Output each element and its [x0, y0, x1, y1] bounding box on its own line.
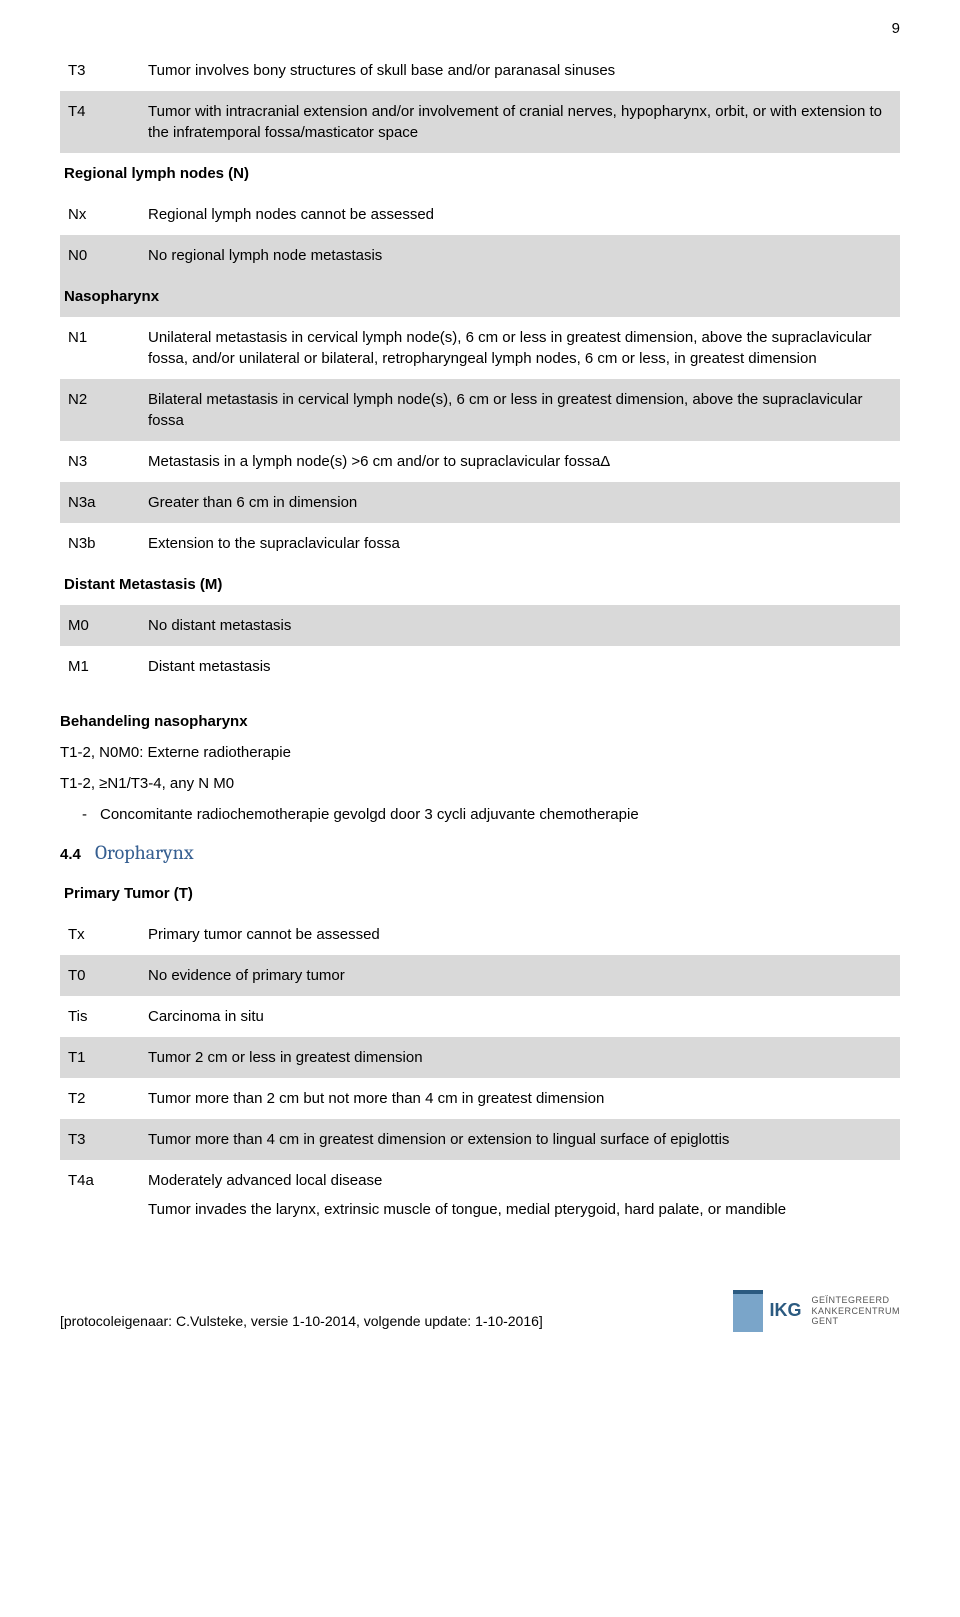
table-row: N1Unilateral metastasis in cervical lymp…: [60, 317, 900, 379]
code-cell: Nx: [60, 194, 140, 235]
section-header-cell: Regional lymph nodes (N): [60, 153, 900, 194]
desc-cell: Greater than 6 cm in dimension: [140, 482, 900, 523]
table-row: T1Tumor 2 cm or less in greatest dimensi…: [60, 1037, 900, 1078]
desc-cell: No evidence of primary tumor: [140, 955, 900, 996]
section-header-cell: Nasopharynx: [60, 276, 900, 317]
code-cell: T3: [60, 1119, 140, 1160]
logo-fulltext: GEÏNTEGREERD KANKERCENTRUM GENT: [811, 1295, 900, 1327]
table-row: Primary Tumor (T): [60, 873, 900, 914]
table-row: N3bExtension to the supraclavicular foss…: [60, 523, 900, 564]
code-cell: N3a: [60, 482, 140, 523]
desc-cell: No regional lymph node metastasis: [140, 235, 900, 276]
table-row: TisCarcinoma in situ: [60, 996, 900, 1037]
desc-main: Tumor invades the larynx, extrinsic musc…: [148, 1199, 892, 1220]
treatment-heading: Behandeling nasopharynx: [60, 711, 900, 732]
treatment-bullet: Concomitante radiochemotherapie gevolgd …: [60, 804, 900, 825]
desc-cell: Tumor more than 4 cm in greatest dimensi…: [140, 1119, 900, 1160]
table-row: Nasopharynx: [60, 276, 900, 317]
footer-logo: IKG GEÏNTEGREERD KANKERCENTRUM GENT: [733, 1290, 900, 1332]
table-row: N2Bilateral metastasis in cervical lymph…: [60, 379, 900, 441]
code-cell: M1: [60, 646, 140, 687]
desc-cell: Tumor involves bony structures of skull …: [140, 50, 900, 91]
subsection-number: 4.4: [60, 846, 81, 863]
desc-cell: Metastasis in a lymph node(s) >6 cm and/…: [140, 441, 900, 482]
code-cell: N3b: [60, 523, 140, 564]
table-row: M1Distant metastasis: [60, 646, 900, 687]
code-cell: T1: [60, 1037, 140, 1078]
footer-text: [protocoleigenaar: C.Vulsteke, versie 1-…: [60, 1312, 543, 1332]
staging-table-1: T3Tumor involves bony structures of skul…: [60, 50, 900, 687]
code-cell: N3: [60, 441, 140, 482]
code-cell: N2: [60, 379, 140, 441]
desc-pre: Moderately advanced local disease: [148, 1170, 892, 1191]
table-row: T3Tumor more than 4 cm in greatest dimen…: [60, 1119, 900, 1160]
desc-cell: Tumor with intracranial extension and/or…: [140, 91, 900, 153]
table-row: TxPrimary tumor cannot be assessed: [60, 914, 900, 955]
table-row: Distant Metastasis (M): [60, 564, 900, 605]
code-cell: T0: [60, 955, 140, 996]
table-row: T2Tumor more than 2 cm but not more than…: [60, 1078, 900, 1119]
desc-cell: Carcinoma in situ: [140, 996, 900, 1037]
code-cell: Tis: [60, 996, 140, 1037]
desc-cell: Tumor more than 2 cm but not more than 4…: [140, 1078, 900, 1119]
code-cell: N1: [60, 317, 140, 379]
desc-cell: Unilateral metastasis in cervical lymph …: [140, 317, 900, 379]
logo-line: KANKERCENTRUM: [811, 1306, 900, 1317]
section-header-cell: Distant Metastasis (M): [60, 564, 900, 605]
desc-cell: Moderately advanced local disease Tumor i…: [140, 1160, 900, 1230]
desc-cell: Extension to the supraclavicular fossa: [140, 523, 900, 564]
table-row: N0No regional lymph node metastasis: [60, 235, 900, 276]
desc-cell: No distant metastasis: [140, 605, 900, 646]
table-row: NxRegional lymph nodes cannot be assesse…: [60, 194, 900, 235]
code-cell: T4: [60, 91, 140, 153]
page-footer: [protocoleigenaar: C.Vulsteke, versie 1-…: [60, 1290, 900, 1332]
table-row: M0No distant metastasis: [60, 605, 900, 646]
subsection-title: Oropharynx: [95, 841, 193, 864]
table-row: N3aGreater than 6 cm in dimension: [60, 482, 900, 523]
logo-line: GEÏNTEGREERD: [811, 1295, 900, 1306]
treatment-line-1: T1-2, N0M0: Externe radiotherapie: [60, 742, 900, 763]
code-cell: Tx: [60, 914, 140, 955]
staging-table-2: Primary Tumor (T)TxPrimary tumor cannot …: [60, 873, 900, 1230]
desc-cell: Regional lymph nodes cannot be assessed: [140, 194, 900, 235]
code-cell: T3: [60, 50, 140, 91]
desc-cell: Primary tumor cannot be assessed: [140, 914, 900, 955]
code-cell: T2: [60, 1078, 140, 1119]
treatment-line-2: T1-2, ≥N1/T3-4, any N M0: [60, 773, 900, 794]
desc-cell: Bilateral metastasis in cervical lymph n…: [140, 379, 900, 441]
code-cell: M0: [60, 605, 140, 646]
logo-icon: [733, 1290, 763, 1332]
table-row: T3Tumor involves bony structures of skul…: [60, 50, 900, 91]
code-cell: T4a: [60, 1160, 140, 1230]
treatment-block: Behandeling nasopharynx T1-2, N0M0: Exte…: [60, 711, 900, 825]
table-row: Regional lymph nodes (N): [60, 153, 900, 194]
code-cell: N0: [60, 235, 140, 276]
logo-line: GENT: [811, 1316, 900, 1327]
desc-cell: Tumor 2 cm or less in greatest dimension: [140, 1037, 900, 1078]
table-row: N3Metastasis in a lymph node(s) >6 cm an…: [60, 441, 900, 482]
logo-abbr: IKG: [769, 1298, 801, 1323]
table-row: T4Tumor with intracranial extension and/…: [60, 91, 900, 153]
table-row: T4a Moderately advanced local disease Tumo…: [60, 1160, 900, 1230]
page-number: 9: [892, 18, 900, 39]
desc-cell: Distant metastasis: [140, 646, 900, 687]
table-row: T0No evidence of primary tumor: [60, 955, 900, 996]
section-header-cell: Primary Tumor (T): [60, 873, 900, 914]
subsection-heading: 4.4 Oropharynx: [60, 839, 900, 867]
